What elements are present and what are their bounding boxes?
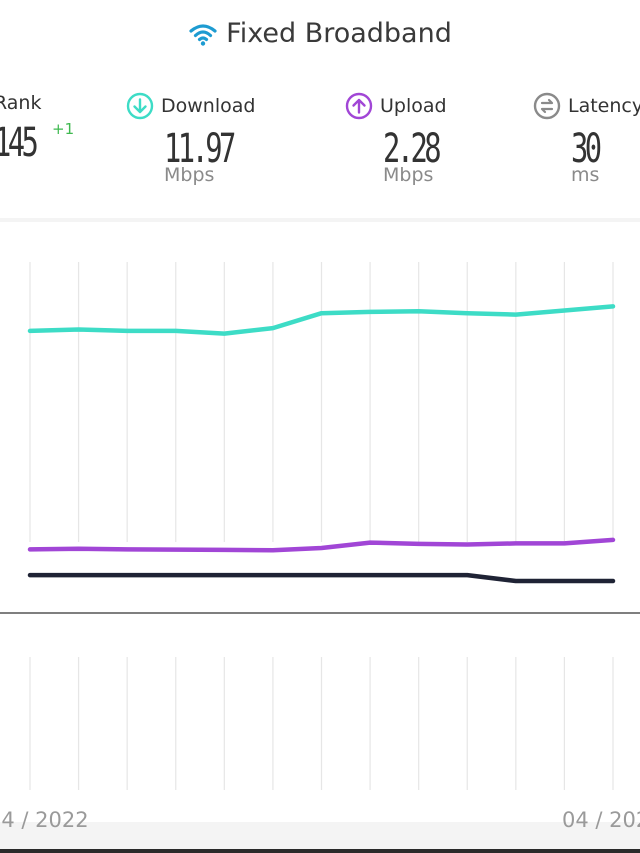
header: [0, 0, 640, 218]
metric-latency: Latency 30 ms: [533, 92, 640, 186]
title-text: Fixed Broadband: [226, 18, 452, 49]
download-arrow-icon: [126, 92, 154, 120]
upload-arrow-icon: [345, 92, 373, 120]
upload-label: Upload: [380, 95, 447, 117]
download-value: 11.97: [164, 126, 236, 172]
download-unit: Mbps: [164, 164, 215, 186]
latency-label: Latency: [568, 95, 640, 117]
metric-download: Download 11.97 Mbps: [126, 92, 259, 186]
metric-rank: Rank 145: [0, 92, 51, 166]
upload-series-line: [27, 537, 616, 553]
upload-value: 2.28: [383, 126, 442, 172]
latency-value: 30: [571, 126, 602, 172]
x-tick-last: 04 / 2023: [562, 808, 640, 832]
page-title: Fixed Broadband: [0, 18, 640, 49]
upload-unit: Mbps: [383, 164, 434, 186]
latency-exchange-icon: [533, 92, 561, 120]
latency-series-line: [27, 572, 616, 584]
rank-label: Rank: [0, 92, 42, 114]
chart-background: [0, 222, 640, 822]
download-series-line: [27, 304, 616, 336]
bottom-edge: [0, 849, 640, 853]
download-label: Download: [161, 95, 256, 117]
metric-upload: Upload 2.28 Mbps: [345, 92, 459, 186]
wifi-icon: [189, 24, 217, 46]
x-tick-first: 04 / 2022: [0, 808, 89, 832]
rank-delta: +1: [52, 120, 75, 138]
latency-unit: ms: [571, 164, 600, 186]
rank-value: 145: [0, 120, 39, 166]
